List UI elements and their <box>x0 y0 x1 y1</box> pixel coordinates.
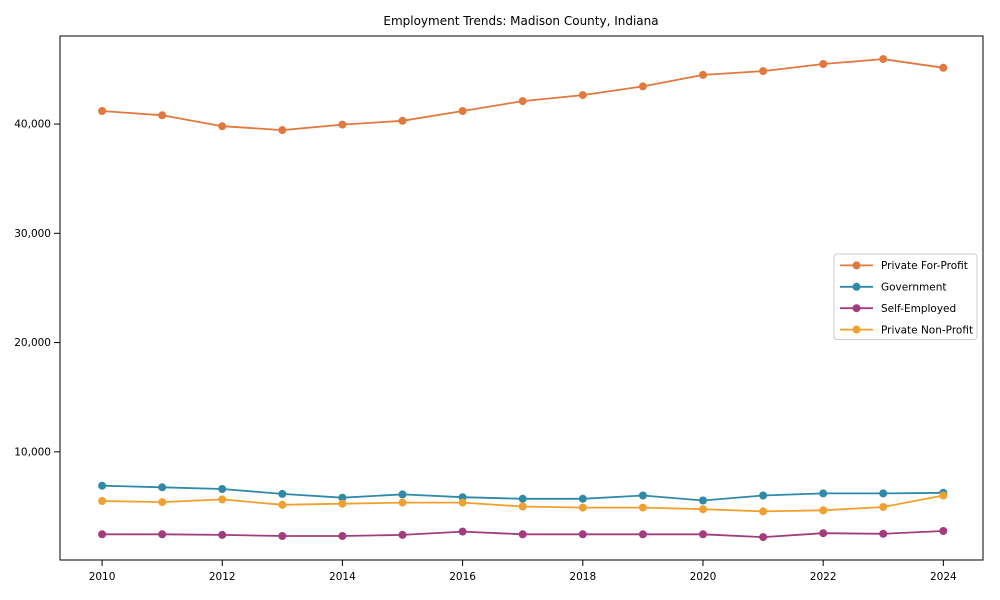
data-point-marker <box>578 530 587 539</box>
data-point-marker <box>819 489 828 498</box>
data-point-marker <box>518 530 527 539</box>
data-point-marker <box>939 63 948 72</box>
y-tick-label: 20,000 <box>14 337 51 349</box>
x-tick-label: 2024 <box>930 571 957 583</box>
data-point-marker <box>158 498 167 507</box>
chart-title: Employment Trends: Madison County, India… <box>383 14 658 28</box>
data-point-marker <box>879 503 888 511</box>
legend-marker-icon <box>852 304 861 313</box>
data-point-marker <box>939 527 948 535</box>
data-point-marker <box>518 494 527 503</box>
x-axis: 2010 2012 2014 2016 2018 2020 2022 2024 <box>89 560 957 583</box>
data-point-marker <box>759 533 768 542</box>
data-point-marker <box>699 496 707 505</box>
data-point-marker <box>699 70 707 79</box>
data-point-marker <box>699 505 707 514</box>
x-tick-label: 2012 <box>209 571 236 583</box>
data-point-marker <box>158 483 167 492</box>
data-point-marker <box>638 503 647 512</box>
x-tick-label: 2020 <box>690 571 717 583</box>
data-point-marker <box>638 530 647 539</box>
data-point-marker <box>338 493 347 502</box>
legend-item-self-employed: Self-Employed <box>840 303 956 315</box>
data-point-marker <box>278 500 287 509</box>
data-point-marker <box>879 55 888 64</box>
data-point-marker <box>98 481 107 490</box>
legend-item-private-non-profit: Private Non-Profit <box>840 324 973 336</box>
x-tick-label: 2018 <box>569 571 596 583</box>
data-point-marker <box>98 497 107 505</box>
legend-marker-icon <box>852 282 861 291</box>
legend-label: Private Non-Profit <box>881 324 973 336</box>
legend-box <box>833 253 978 340</box>
y-tick-label: 40,000 <box>14 119 51 131</box>
x-tick-label: 2022 <box>810 571 837 583</box>
data-point-marker <box>759 67 768 76</box>
data-point-marker <box>338 499 347 508</box>
y-axis: 10,000 20,000 30,000 40,000 <box>14 119 60 458</box>
data-point-marker <box>458 527 467 536</box>
data-point-marker <box>98 530 107 539</box>
data-point-marker <box>218 530 227 539</box>
data-point-marker <box>218 485 227 493</box>
plot-area-border <box>59 35 984 561</box>
legend: Private For-Profit Government Self-Employe… <box>833 253 978 340</box>
data-point-marker <box>578 503 587 512</box>
data-point-marker <box>759 507 768 516</box>
data-point-marker <box>338 532 347 540</box>
x-tick-label: 2014 <box>329 571 356 583</box>
y-tick-label: 30,000 <box>14 228 51 240</box>
data-point-marker <box>638 82 647 91</box>
data-point-marker <box>158 530 167 539</box>
data-point-marker <box>819 60 828 68</box>
data-point-marker <box>879 529 888 538</box>
y-tick-label: 10,000 <box>14 446 51 458</box>
series-self-employed <box>98 527 948 542</box>
data-point-marker <box>218 495 227 504</box>
data-point-marker <box>879 489 888 498</box>
data-point-marker <box>278 489 287 498</box>
series-private-non-profit <box>98 491 948 516</box>
data-point-marker <box>819 506 828 515</box>
data-point-marker <box>398 530 407 539</box>
data-point-marker <box>578 494 587 503</box>
legend-label: Private For-Profit <box>881 260 968 272</box>
data-point-marker <box>278 532 287 540</box>
series-lines <box>98 55 948 542</box>
legend-item-government: Government <box>840 282 946 294</box>
legend-marker-icon <box>852 261 861 270</box>
data-point-marker <box>699 530 707 539</box>
data-point-marker <box>398 490 407 499</box>
data-point-marker <box>458 107 467 115</box>
data-point-marker <box>578 91 587 100</box>
data-point-marker <box>518 97 527 106</box>
data-point-marker <box>939 491 948 500</box>
data-point-marker <box>398 116 407 125</box>
legend-label: Self-Employed <box>881 303 956 315</box>
data-point-marker <box>398 498 407 507</box>
x-tick-label: 2016 <box>449 571 476 583</box>
series-private-for-profit <box>98 55 948 135</box>
data-point-marker <box>819 529 828 538</box>
data-point-marker <box>158 111 167 120</box>
legend-marker-icon <box>852 325 861 334</box>
data-point-marker <box>278 126 287 135</box>
legend-label: Government <box>881 282 946 294</box>
data-point-marker <box>338 120 347 129</box>
series-line-private-for-profit <box>101 58 945 132</box>
data-point-marker <box>98 107 107 115</box>
data-point-marker <box>518 502 527 511</box>
data-point-marker <box>638 491 647 500</box>
legend-item-private-for-profit: Private For-Profit <box>840 260 968 272</box>
data-point-marker <box>218 122 227 131</box>
data-point-marker <box>458 498 467 507</box>
data-point-marker <box>759 491 768 500</box>
x-tick-label: 2010 <box>89 571 116 583</box>
